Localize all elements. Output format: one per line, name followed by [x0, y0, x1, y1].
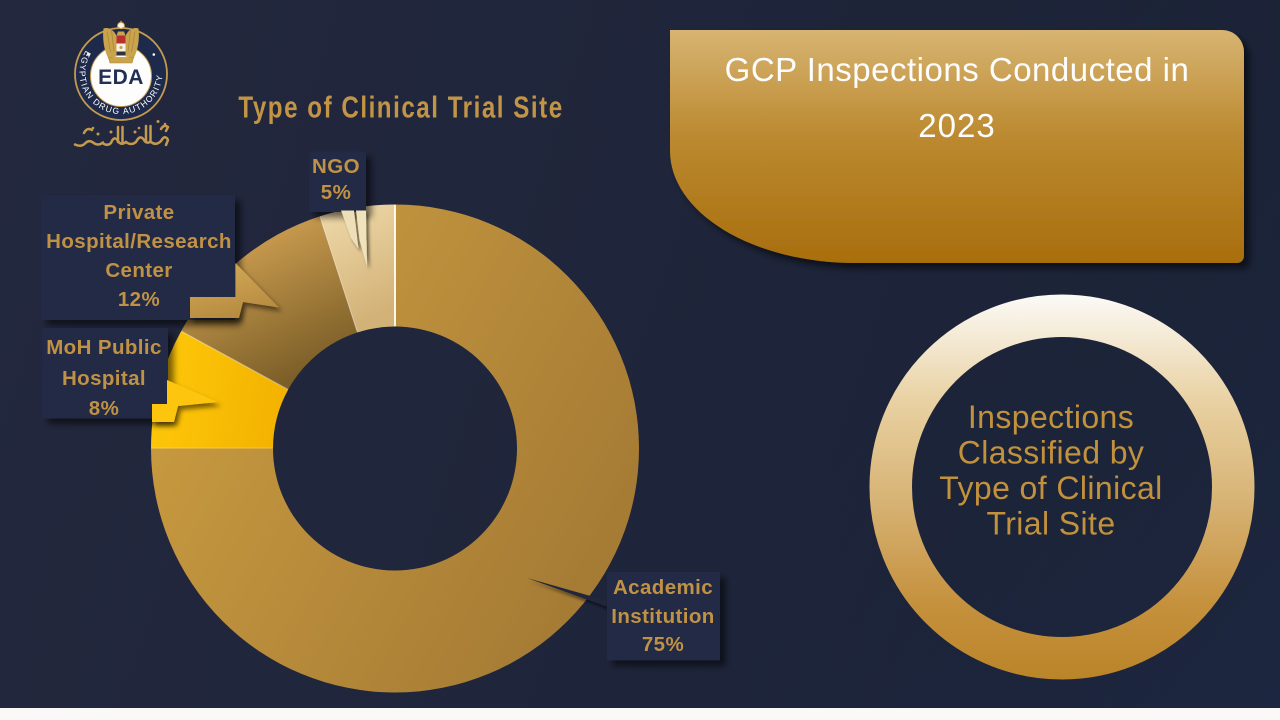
svg-text:Hospital: Hospital [62, 367, 146, 390]
svg-text:EDA: EDA [98, 66, 144, 89]
svg-text:Type of Clinical: Type of Clinical [939, 470, 1162, 506]
svg-text:Hospital/Research: Hospital/Research [46, 230, 232, 253]
svg-text:NGO: NGO [312, 155, 360, 178]
svg-text:GCP Inspections Conducted in: GCP Inspections Conducted in [725, 51, 1190, 88]
svg-text:75%: 75% [642, 633, 684, 656]
svg-text:Center: Center [105, 259, 172, 282]
svg-text:2023: 2023 [918, 107, 995, 144]
svg-text:MoH Public: MoH Public [46, 336, 162, 359]
svg-text:12%: 12% [118, 288, 160, 311]
svg-text:8%: 8% [89, 397, 119, 420]
svg-text:5%: 5% [321, 181, 351, 204]
svg-text:Institution: Institution [611, 605, 714, 628]
svg-text:Type of Clinical Trial Site: Type of Clinical Trial Site [238, 90, 563, 125]
svg-text:Classified by: Classified by [958, 435, 1145, 471]
svg-text:Academic: Academic [613, 576, 713, 599]
svg-text:Inspections: Inspections [968, 399, 1134, 435]
svg-text:Private: Private [103, 201, 174, 224]
svg-text:Trial Site: Trial Site [986, 506, 1115, 542]
